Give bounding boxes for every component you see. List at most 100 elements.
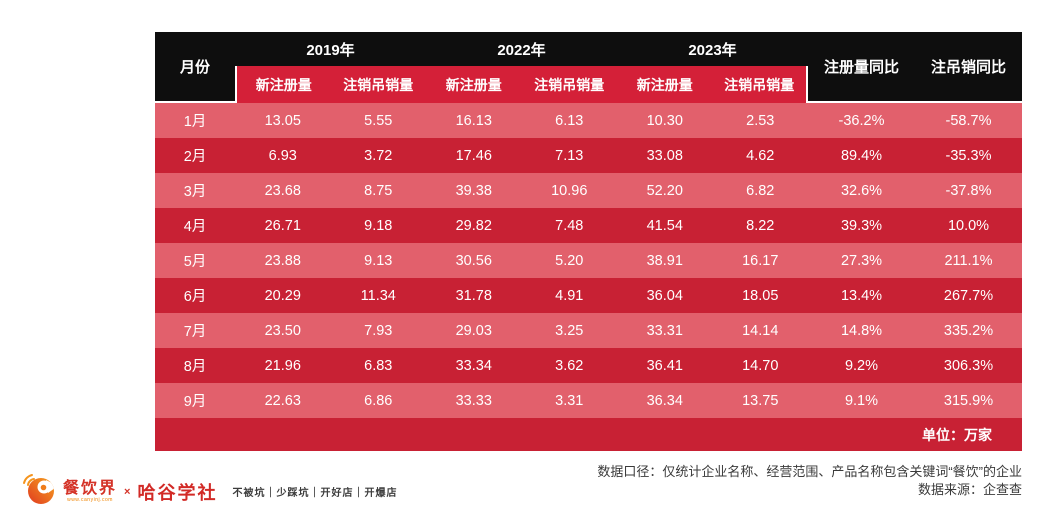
- brand-tagline: 不被坑｜少踩坑｜开好店｜开爆店: [232, 488, 398, 499]
- cell: 13.4%: [808, 278, 915, 313]
- table-row: 7月 23.50 7.93 29.03 3.25 33.31 14.14 14.…: [155, 313, 1022, 348]
- cell: 267.7%: [915, 278, 1022, 313]
- table-row: 3月 23.68 8.75 39.38 10.96 52.20 6.82 32.…: [155, 173, 1022, 208]
- cell: 30.56: [426, 243, 522, 278]
- cell: -36.2%: [808, 103, 915, 138]
- data-notes: 数据口径：仅统计企业名称、经营范围、产品名称包含关键词“餐饮”的企业 数据来源：…: [597, 463, 1022, 499]
- cell: 23.68: [235, 173, 331, 208]
- cell: 5.55: [330, 103, 426, 138]
- cell: 17.46: [426, 138, 522, 173]
- cell: -35.3%: [915, 138, 1022, 173]
- unit-note: 单位：万家: [155, 418, 1022, 451]
- brand-times-symbol: ×: [124, 485, 131, 498]
- cell: 10.0%: [915, 208, 1022, 243]
- cell: 6.13: [521, 103, 617, 138]
- cell: 7.13: [521, 138, 617, 173]
- cell: 36.34: [617, 383, 713, 418]
- cell: 21.96: [235, 348, 331, 383]
- cell: 26.71: [235, 208, 331, 243]
- row-month: 8月: [155, 348, 235, 383]
- row-month: 4月: [155, 208, 235, 243]
- cell: 33.33: [426, 383, 522, 418]
- header-year-2019: 2019年: [235, 32, 426, 66]
- cell: 7.93: [330, 313, 426, 348]
- cell: 8.22: [712, 208, 808, 243]
- cell: 14.8%: [808, 313, 915, 348]
- header-month: 月份: [155, 32, 235, 103]
- cell: 8.75: [330, 173, 426, 208]
- table-row: 6月 20.29 11.34 31.78 4.91 36.04 18.05 13…: [155, 278, 1022, 313]
- cell: 7.48: [521, 208, 617, 243]
- cell: 3.62: [521, 348, 617, 383]
- table-footer-row: 单位：万家: [155, 418, 1022, 451]
- cell: 10.30: [617, 103, 713, 138]
- cell: 31.78: [426, 278, 522, 313]
- cell: 33.08: [617, 138, 713, 173]
- cell: 6.93: [235, 138, 331, 173]
- cell: 23.88: [235, 243, 331, 278]
- canyinjie-logo-icon: [22, 472, 58, 511]
- header-yoy-cancellation: 注吊销同比: [915, 32, 1022, 103]
- cell: 89.4%: [808, 138, 915, 173]
- cell: 18.05: [712, 278, 808, 313]
- cell: -37.8%: [915, 173, 1022, 208]
- cell: 36.04: [617, 278, 713, 313]
- cell: 29.82: [426, 208, 522, 243]
- cell: 22.63: [235, 383, 331, 418]
- cell: 10.96: [521, 173, 617, 208]
- header-year-2023: 2023年: [617, 32, 808, 66]
- cell: 3.31: [521, 383, 617, 418]
- cell: 13.05: [235, 103, 331, 138]
- cell: 23.50: [235, 313, 331, 348]
- cell: 3.72: [330, 138, 426, 173]
- header-yoy-registration: 注册量同比: [808, 32, 915, 103]
- cell: 6.86: [330, 383, 426, 418]
- brand-name-canyinjie: 餐饮界: [63, 479, 118, 497]
- cell: 16.17: [712, 243, 808, 278]
- brand-name-hagu: 哈谷学社: [137, 482, 218, 503]
- cell: 39.3%: [808, 208, 915, 243]
- row-month: 9月: [155, 383, 235, 418]
- cell: 4.91: [521, 278, 617, 313]
- cell: 14.70: [712, 348, 808, 383]
- cell: 211.1%: [915, 243, 1022, 278]
- header-row-years: 月份 2019年 2022年 2023年 注册量同比 注吊销同比: [155, 32, 1022, 103]
- note-scope: 数据口径：仅统计企业名称、经营范围、产品名称包含关键词“餐饮”的企业: [597, 464, 1022, 479]
- table-row: 9月 22.63 6.86 33.33 3.31 36.34 13.75 9.1…: [155, 383, 1022, 418]
- cell: -58.7%: [915, 103, 1022, 138]
- subheader-cancel-2023: 注销吊销量: [712, 66, 808, 103]
- cell: 16.13: [426, 103, 522, 138]
- cell: 41.54: [617, 208, 713, 243]
- table-row: 5月 23.88 9.13 30.56 5.20 38.91 16.17 27.…: [155, 243, 1022, 278]
- cell: 306.3%: [915, 348, 1022, 383]
- note-source: 数据来源：企查查: [917, 482, 1022, 497]
- row-month: 6月: [155, 278, 235, 313]
- cell: 14.14: [712, 313, 808, 348]
- subheader-new-2019: 新注册量: [235, 66, 331, 103]
- cell: 6.83: [330, 348, 426, 383]
- cell: 2.53: [712, 103, 808, 138]
- data-table: 月份 2019年 2022年 2023年 注册量同比 注吊销同比 新注册量 注销…: [155, 32, 1022, 451]
- cell: 11.34: [330, 278, 426, 313]
- cell: 6.82: [712, 173, 808, 208]
- cell: 32.6%: [808, 173, 915, 208]
- cell: 36.41: [617, 348, 713, 383]
- cell: 33.34: [426, 348, 522, 383]
- subheader-new-2022: 新注册量: [426, 66, 522, 103]
- header-row-metrics: 新注册量 注销吊销量 新注册量 注销吊销量 新注册量 注销吊销量: [155, 66, 1022, 103]
- cell: 9.18: [330, 208, 426, 243]
- cell: 9.1%: [808, 383, 915, 418]
- row-month: 5月: [155, 243, 235, 278]
- cell: 335.2%: [915, 313, 1022, 348]
- cell: 5.20: [521, 243, 617, 278]
- table-row: 4月 26.71 9.18 29.82 7.48 41.54 8.22 39.3…: [155, 208, 1022, 243]
- table-row: 2月 6.93 3.72 17.46 7.13 33.08 4.62 89.4%…: [155, 138, 1022, 173]
- brand-canyinjie: 餐饮界 www.canyinj.com: [63, 479, 118, 503]
- row-month: 1月: [155, 103, 235, 138]
- subheader-cancel-2022: 注销吊销量: [521, 66, 617, 103]
- row-month: 2月: [155, 138, 235, 173]
- brand-footer: 餐饮界 www.canyinj.com × 哈谷学社 不被坑｜少踩坑｜开好店｜开…: [22, 472, 397, 511]
- table-row: 1月 13.05 5.55 16.13 6.13 10.30 2.53 -36.…: [155, 103, 1022, 138]
- table-row: 8月 21.96 6.83 33.34 3.62 36.41 14.70 9.2…: [155, 348, 1022, 383]
- cell: 315.9%: [915, 383, 1022, 418]
